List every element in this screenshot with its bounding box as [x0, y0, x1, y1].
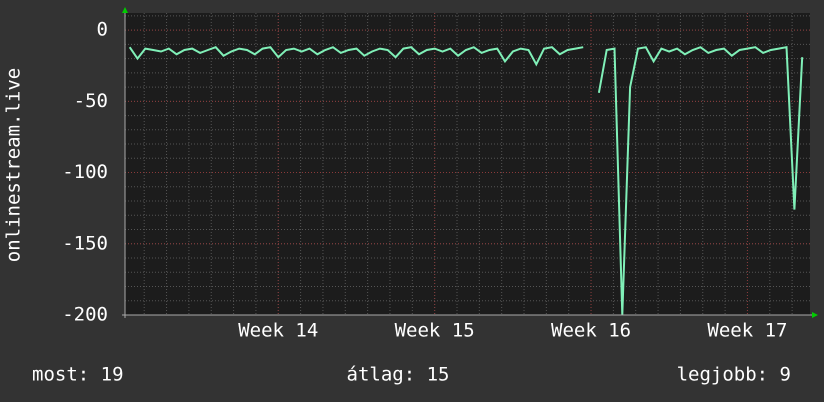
x-tick-label: Week 15 — [395, 320, 475, 342]
stat: most: 19 — [32, 364, 124, 386]
y-tick-label: 0 — [97, 19, 108, 41]
plot-area — [125, 13, 810, 315]
stat: legjobb: 9 — [677, 364, 791, 386]
x-tick-label: Week 16 — [551, 320, 631, 342]
y-tick-label: -50 — [74, 90, 108, 112]
data-line — [128, 46, 804, 316]
y-tick-label: -100 — [62, 161, 108, 183]
x-tick-label: Week 17 — [707, 320, 787, 342]
stat: átlag: 15 — [347, 364, 450, 386]
axis-arrow — [122, 7, 128, 13]
y-tick-label: -200 — [62, 304, 108, 326]
axis-arrow — [812, 312, 818, 318]
x-tick-label: Week 14 — [238, 320, 318, 342]
y-axis-label: onlinestream.live — [3, 68, 25, 262]
y-tick-label: -150 — [62, 232, 108, 254]
